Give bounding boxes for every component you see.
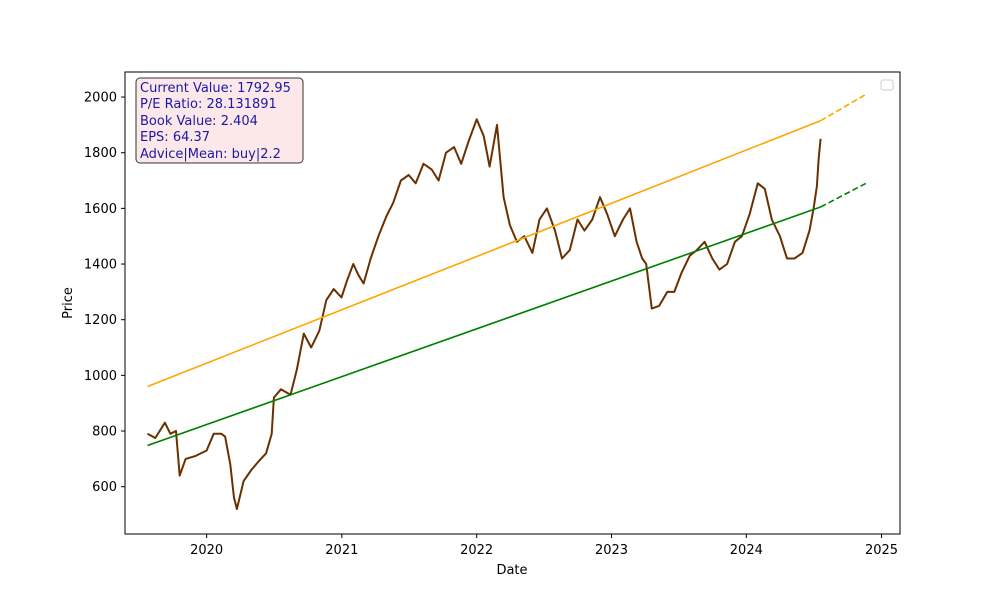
series-line-price bbox=[147, 118, 822, 510]
info-eps: EPS: 64.37 bbox=[140, 130, 210, 145]
series-layer bbox=[147, 93, 867, 510]
y-tick-label: 2000 bbox=[84, 91, 117, 106]
info-box: Current Value: 1792.95 P/E Ratio: 28.131… bbox=[135, 77, 304, 164]
plot-frame bbox=[124, 71, 901, 535]
info-book-value: Book Value: 2.404 bbox=[140, 114, 258, 129]
x-tick-label: 2020 bbox=[190, 543, 223, 558]
y-tick-label: 1400 bbox=[84, 258, 117, 273]
x-tick-label: 2022 bbox=[460, 543, 493, 558]
x-axis: 2020 2021 2022 2023 2024 2025 bbox=[190, 534, 898, 558]
x-axis-title: Date bbox=[496, 563, 527, 578]
y-tick-label: 600 bbox=[92, 480, 117, 495]
y-tick-label: 1600 bbox=[84, 202, 117, 217]
x-tick-label: 2023 bbox=[595, 543, 628, 558]
info-box-background bbox=[135, 77, 304, 164]
info-pe-ratio: P/E Ratio: 28.131891 bbox=[140, 97, 277, 112]
y-axis-title: Price bbox=[61, 287, 76, 319]
info-advice-mean: Advice|Mean: buy|2.2 bbox=[140, 147, 281, 162]
series-line-lower-trend bbox=[147, 206, 821, 447]
x-tick-label: 2021 bbox=[325, 543, 358, 558]
y-tick-label: 1200 bbox=[84, 313, 117, 328]
x-tick-label: 2024 bbox=[730, 543, 763, 558]
y-tick-label: 1000 bbox=[84, 369, 117, 384]
info-current-value: Current Value: 1792.95 bbox=[140, 81, 291, 96]
y-tick-label: 800 bbox=[92, 425, 117, 440]
x-tick-label: 2025 bbox=[865, 543, 898, 558]
y-tick-label: 1800 bbox=[84, 146, 117, 161]
series-line-upper-trend bbox=[147, 119, 821, 388]
y-axis: 600 800 1000 1200 1400 1600 1800 2000 bbox=[84, 91, 125, 495]
legend-box bbox=[880, 79, 894, 91]
